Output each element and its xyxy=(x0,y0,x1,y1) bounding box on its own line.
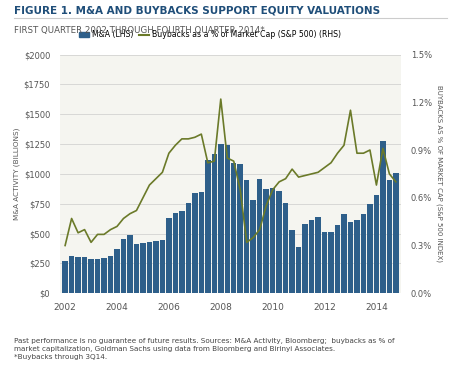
Bar xyxy=(367,204,372,293)
Bar xyxy=(179,211,184,293)
Bar xyxy=(315,217,321,293)
Bar xyxy=(309,220,314,293)
Bar xyxy=(302,224,308,293)
Bar xyxy=(270,188,275,293)
Y-axis label: M&A ACTIVITY (BILLIONS): M&A ACTIVITY (BILLIONS) xyxy=(13,128,19,220)
Bar xyxy=(341,214,347,293)
Y-axis label: BUYBACKS AS % OF MARKET CAP (S&P 500 INDEX): BUYBACKS AS % OF MARKET CAP (S&P 500 IND… xyxy=(436,85,443,262)
Bar xyxy=(62,261,68,293)
Bar xyxy=(296,247,301,293)
Bar xyxy=(231,163,236,293)
Bar xyxy=(147,242,152,293)
Bar xyxy=(290,230,295,293)
Bar xyxy=(153,241,159,293)
Legend: M&A (LHS), Buybacks as a % of Market Cap (S&P 500) (RHS): M&A (LHS), Buybacks as a % of Market Cap… xyxy=(76,27,344,42)
Bar xyxy=(348,221,353,293)
Bar xyxy=(69,256,74,293)
Bar xyxy=(322,232,327,293)
Bar xyxy=(82,257,87,293)
Bar xyxy=(172,213,178,293)
Bar xyxy=(361,214,366,293)
Bar xyxy=(257,179,262,293)
Bar xyxy=(393,173,399,293)
Text: FIRST QUARTER 2002 THROUGH FOURTH QUARTER 2014*: FIRST QUARTER 2002 THROUGH FOURTH QUARTE… xyxy=(14,26,265,35)
Bar xyxy=(166,218,171,293)
Bar xyxy=(192,193,198,293)
Bar xyxy=(335,225,340,293)
Bar xyxy=(283,203,289,293)
Bar xyxy=(205,160,211,293)
Bar xyxy=(244,180,249,293)
Bar xyxy=(95,259,100,293)
Bar xyxy=(199,192,204,293)
Bar xyxy=(237,164,243,293)
Bar xyxy=(328,232,334,293)
Bar xyxy=(387,180,392,293)
Bar xyxy=(263,190,269,293)
Bar xyxy=(140,243,146,293)
Bar xyxy=(114,249,120,293)
Text: Past performance is no guarantee of future results. Sources: M&A Activity, Bloom: Past performance is no guarantee of futu… xyxy=(14,338,394,360)
Bar xyxy=(121,239,126,293)
Bar xyxy=(160,240,165,293)
Bar xyxy=(101,258,107,293)
Bar xyxy=(89,259,94,293)
Bar xyxy=(218,144,224,293)
Bar xyxy=(75,258,81,293)
Text: FIGURE 1. M&A AND BUYBACKS SUPPORT EQUITY VALUATIONS: FIGURE 1. M&A AND BUYBACKS SUPPORT EQUIT… xyxy=(14,6,380,16)
Bar xyxy=(354,220,360,293)
Bar xyxy=(186,203,191,293)
Bar xyxy=(212,154,217,293)
Bar xyxy=(380,141,386,293)
Bar xyxy=(374,196,379,293)
Bar xyxy=(127,235,133,293)
Bar xyxy=(277,191,282,293)
Bar xyxy=(250,200,256,293)
Bar xyxy=(225,145,230,293)
Bar xyxy=(134,244,139,293)
Bar xyxy=(108,256,113,293)
